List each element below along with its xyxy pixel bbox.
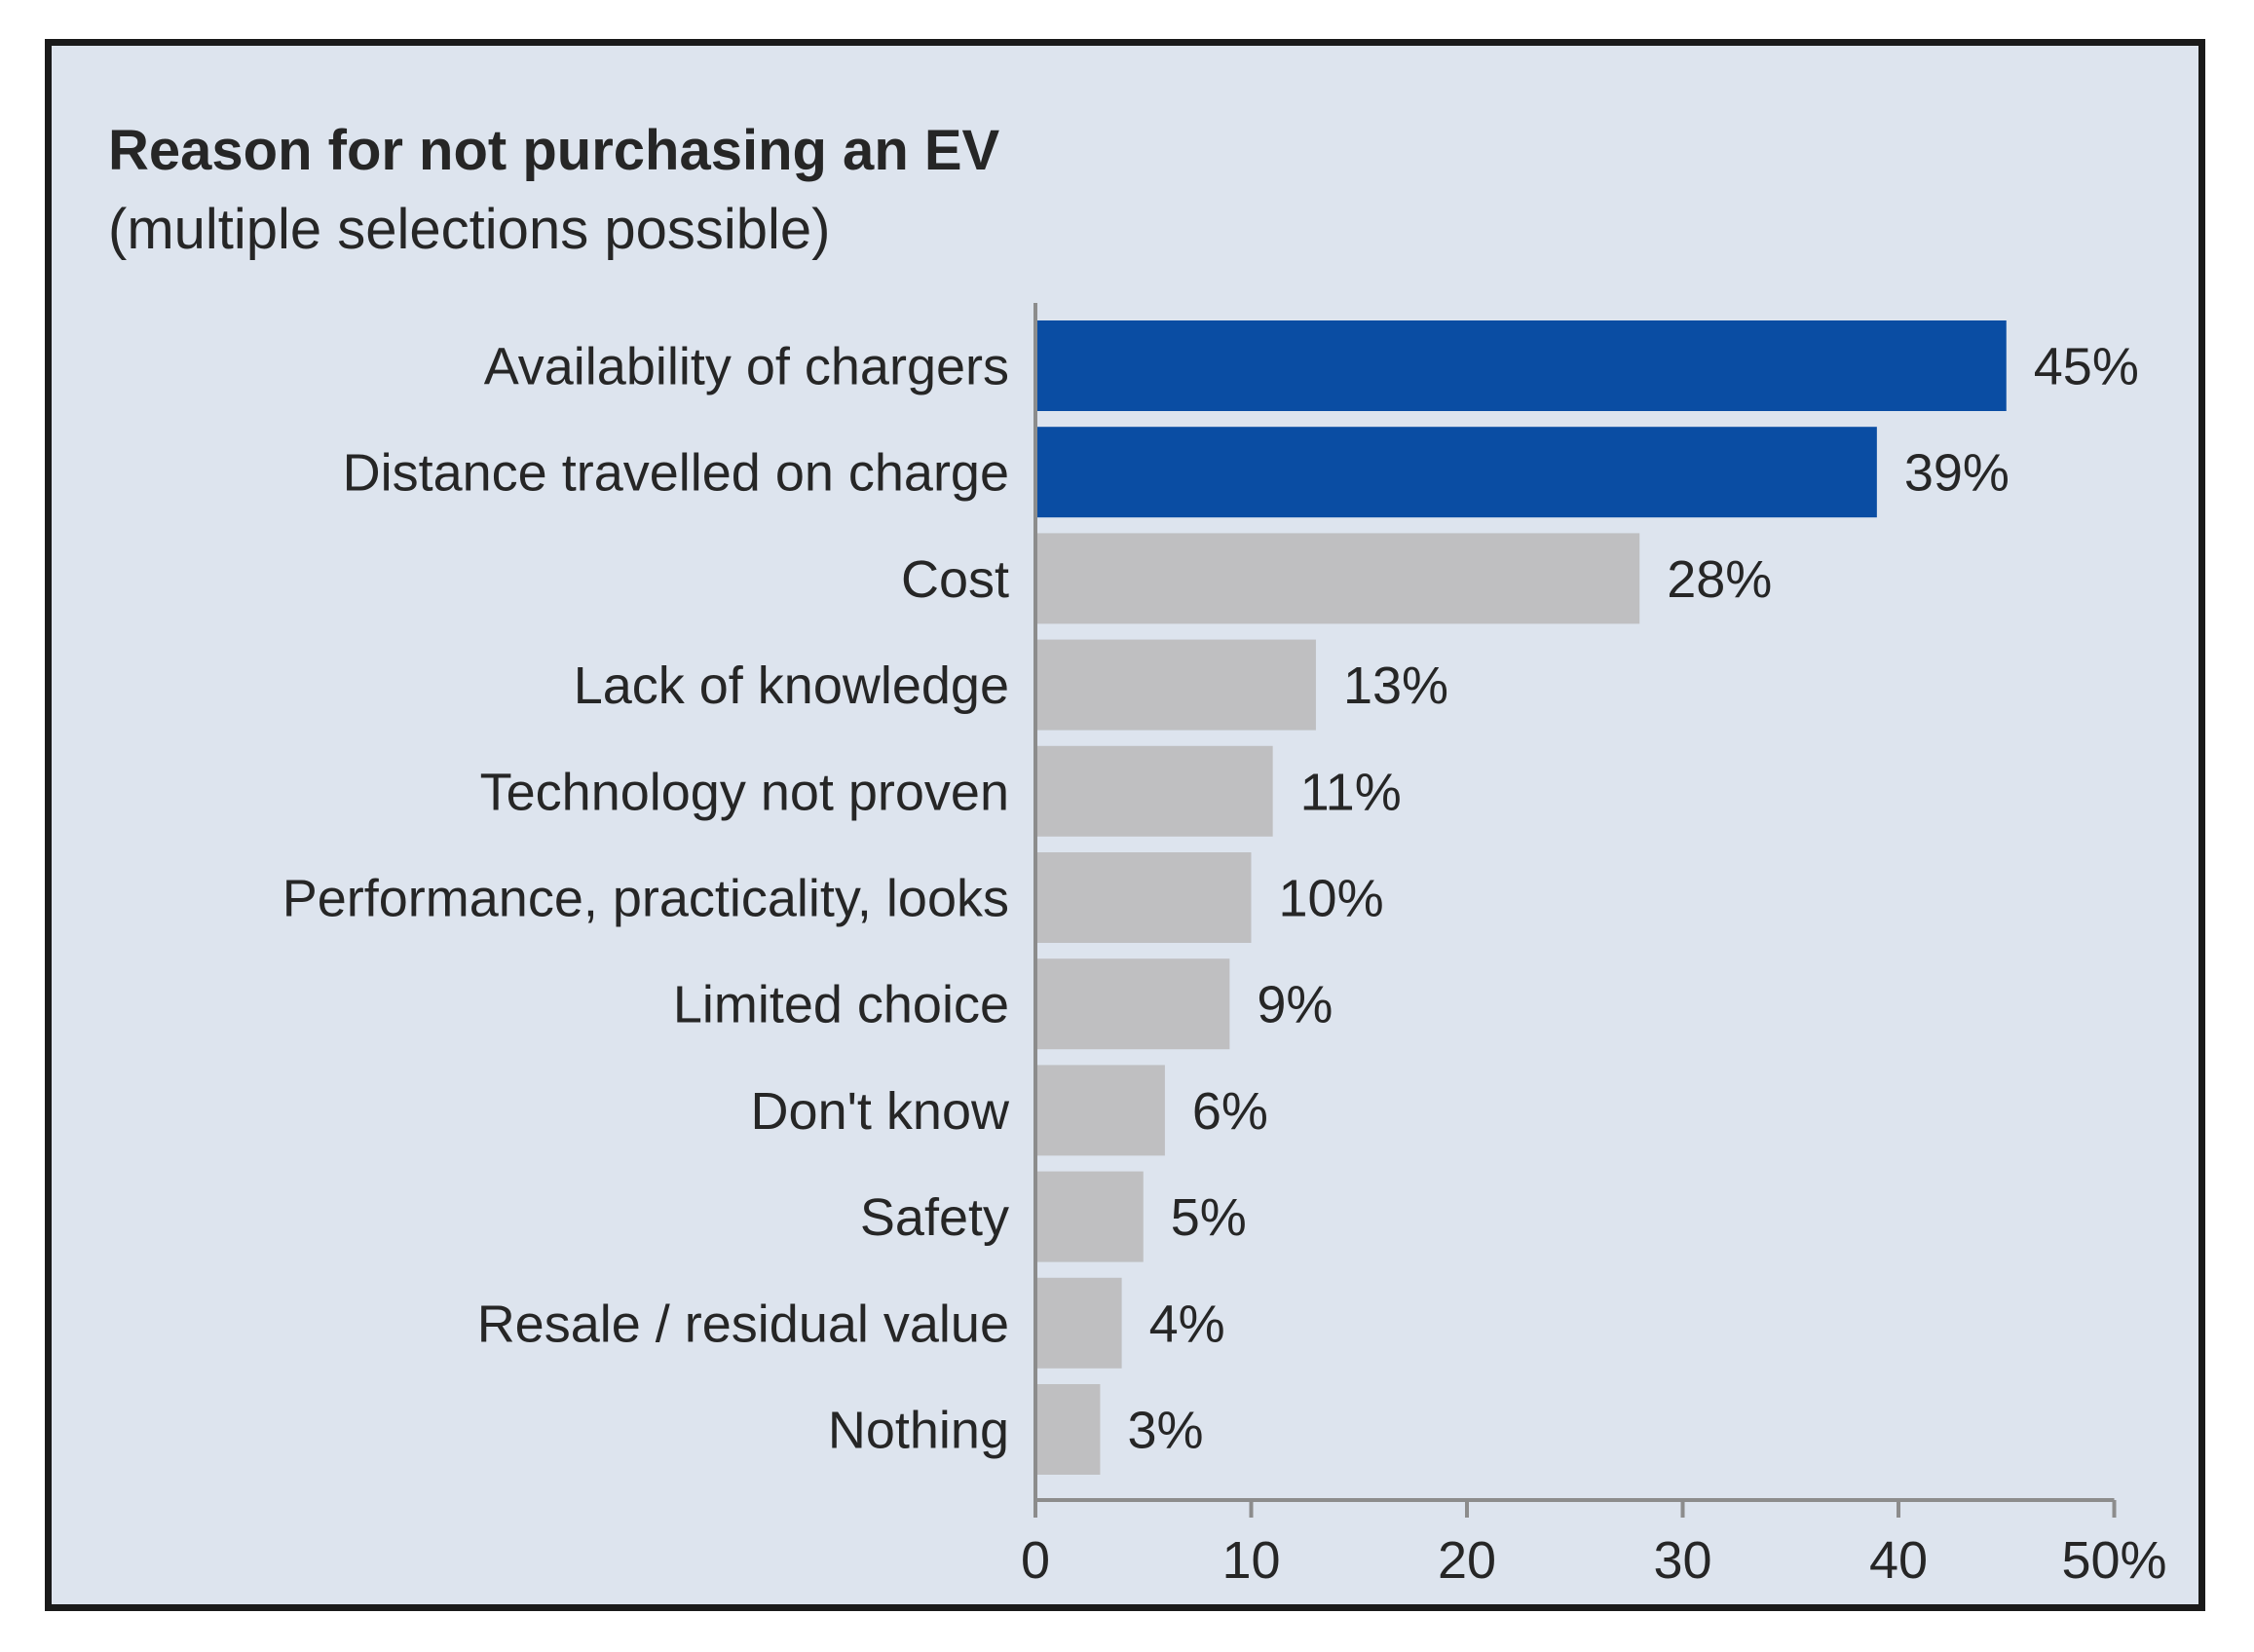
bar [1035,427,1877,518]
category-label: Cost [901,550,1009,609]
category-label: Don't know [751,1082,1010,1141]
x-tick-label: 20 [1438,1531,1496,1590]
data-label: 11% [1300,763,1402,821]
category-label: Lack of knowledge [574,657,1009,715]
data-label: 39% [1904,444,2010,503]
bars-layer: Availability of chargers 45% Distance trav… [282,320,2139,1475]
bar [1035,745,1273,837]
data-label: 5% [1171,1188,1247,1247]
category-label: Safety [860,1188,1009,1247]
category-label: Technology not proven [480,763,1009,821]
category-label: Performance, practicality, looks [282,870,1009,928]
category-label: Nothing [828,1402,1009,1460]
data-label: 4% [1149,1295,1225,1353]
data-label: 9% [1257,976,1333,1034]
category-label: Availability of chargers [484,338,1009,396]
bar-chart: Reason for not purchasing an EV (multipl… [108,119,2167,1590]
bar [1035,1065,1165,1156]
bar [1035,1171,1144,1262]
chart-title: Reason for not purchasing an EV [108,119,1000,182]
bar [1035,958,1230,1050]
bar [1035,852,1252,943]
chart-subtitle: (multiple selections possible) [108,198,830,261]
data-label: 6% [1192,1082,1268,1141]
x-tick-label: 0 [1021,1531,1050,1590]
bar [1035,1384,1101,1475]
x-tick-label: 40 [1869,1531,1928,1590]
category-label: Distance travelled on charge [343,444,1009,503]
bar [1035,639,1316,731]
x-tick-label: 30 [1653,1531,1711,1590]
bar [1035,533,1640,624]
data-label: 13% [1343,657,1448,715]
category-label: Resale / residual value [477,1295,1009,1353]
x-axis: 0 10 20 30 40 50% [1021,303,2167,1590]
category-label: Limited choice [673,976,1009,1034]
x-tick-label: 50% [2061,1531,2166,1590]
bar [1035,320,2007,411]
data-label: 10% [1279,870,1384,928]
data-label: 45% [2034,338,2139,396]
chart-frame: Reason for not purchasing an EV (multipl… [45,39,2205,1611]
bar [1035,1277,1122,1369]
x-tick-label: 10 [1221,1531,1280,1590]
data-label: 28% [1667,550,1772,609]
data-label: 3% [1127,1402,1203,1460]
